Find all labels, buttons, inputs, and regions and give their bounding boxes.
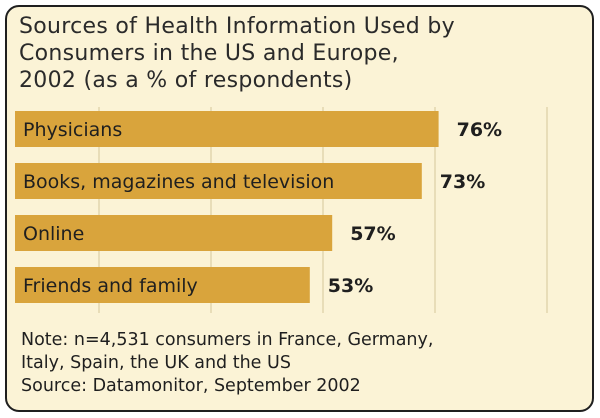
bar-4 — [15, 267, 310, 303]
bar-label-3: Online — [23, 223, 84, 245]
bar-label-1: Physicians — [23, 119, 122, 141]
chart-title: Sources of Health Information Used by Co… — [19, 13, 579, 94]
bar-chart: Physicians 76% Books, magazines and televi… — [15, 107, 548, 313]
value-label-2: 73% — [440, 171, 485, 193]
chart-footer: Note: n=4,531 consumers in France, Germa… — [21, 329, 433, 398]
bar-label-4: Friends and family — [23, 275, 198, 297]
note-line-1: Note: n=4,531 consumers in France, Germa… — [21, 330, 434, 350]
bar-3 — [15, 215, 333, 251]
plot-area: Physicians 76% Books, magazines and televi… — [15, 107, 581, 317]
chart-title-line-1: Sources of Health Information Used by — [19, 14, 455, 39]
chart-title-line-3: 2002 (as a % of respondents) — [19, 68, 353, 93]
bar-2 — [15, 163, 422, 199]
value-label-1: 76% — [457, 119, 502, 141]
note-line-2: Italy, Spain, the UK and the US — [21, 353, 291, 373]
value-label-3: 57% — [350, 223, 395, 245]
value-label-4: 53% — [328, 275, 373, 297]
bar-1 — [15, 111, 439, 147]
chart-frame: Sources of Health Information Used by Co… — [5, 5, 594, 412]
chart-title-line-2: Consumers in the US and Europe, — [19, 41, 399, 66]
bar-label-2: Books, magazines and television — [23, 171, 334, 193]
source-line: Source: Datamonitor, September 2002 — [21, 376, 361, 396]
